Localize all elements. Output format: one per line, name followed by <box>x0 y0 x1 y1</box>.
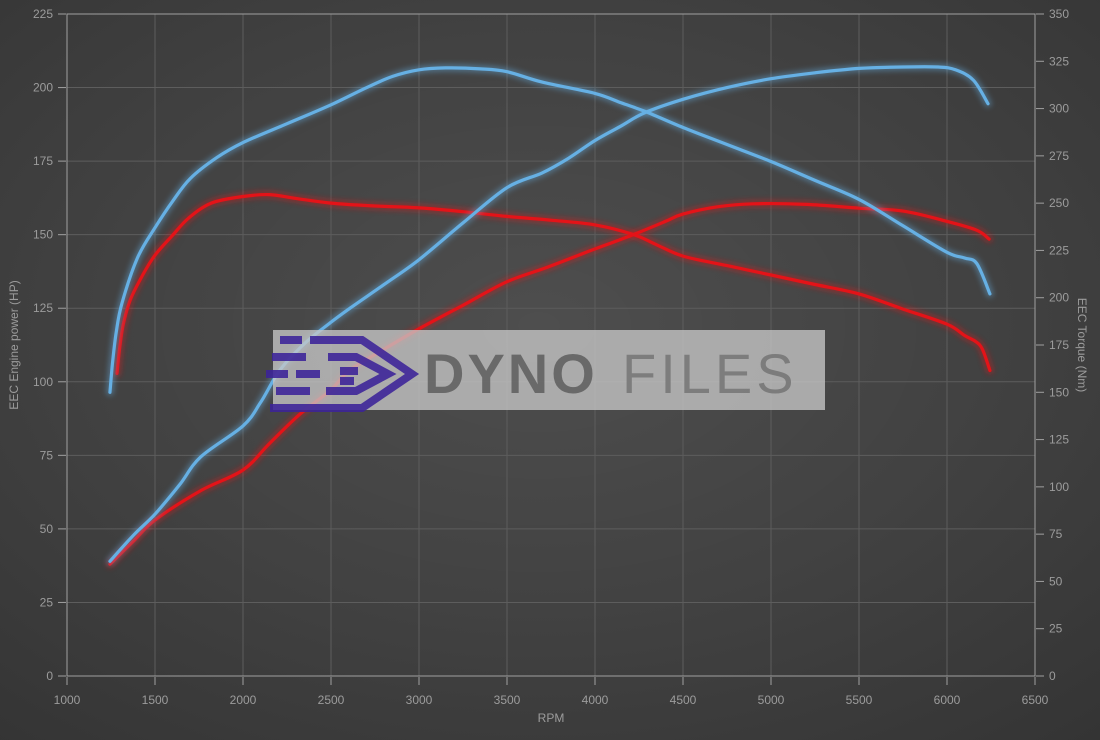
y-right-tick-label: 75 <box>1049 527 1063 541</box>
x-tick-label: 6000 <box>934 693 961 707</box>
y-left-tick-label: 200 <box>33 81 53 95</box>
y-left-tick-label: 25 <box>40 595 54 609</box>
y-right-tick-label: 350 <box>1049 7 1069 21</box>
y-left-tick-label: 175 <box>33 154 53 168</box>
y-left-tick-label: 225 <box>33 7 53 21</box>
x-tick-label: 3500 <box>494 693 521 707</box>
dynofiles-watermark: DYNO FILES <box>266 330 825 412</box>
x-tick-label: 2500 <box>318 693 345 707</box>
x-tick-label: 4000 <box>582 693 609 707</box>
y-left-tick-label: 125 <box>33 301 53 315</box>
red-power-hp-curve <box>108 202 991 566</box>
x-tick-label: 1500 <box>142 693 169 707</box>
y-left-tick-label: 75 <box>40 448 54 462</box>
y-axis-right-title: EEC Torque (Nm) <box>1075 298 1089 392</box>
x-tick-label: 5500 <box>846 693 873 707</box>
curve-lines <box>106 63 994 568</box>
blue-torque-nm-curve <box>108 66 992 394</box>
y-right-tick-label: 25 <box>1049 622 1063 636</box>
y-right-tick-label: 225 <box>1049 243 1069 257</box>
y-right-tick-label: 325 <box>1049 54 1069 68</box>
grid-lines <box>66 13 1036 677</box>
y-left-tick-label: 100 <box>33 375 53 389</box>
y-right-tick-label: 250 <box>1049 196 1069 210</box>
x-tick-label: 6500 <box>1022 693 1049 707</box>
y-right-tick-label: 0 <box>1049 669 1056 683</box>
y-right-tick-label: 50 <box>1049 574 1063 588</box>
red-torque-nm-curve <box>115 192 992 375</box>
y-right-tick-label: 275 <box>1049 149 1069 163</box>
x-tick-label: 5000 <box>758 693 785 707</box>
dynofiles-logo-icon <box>266 336 420 412</box>
y-right-tick-label: 100 <box>1049 480 1069 494</box>
x-tick-label: 3000 <box>406 693 433 707</box>
y-left-tick-label: 150 <box>33 228 53 242</box>
y-right-tick-label: 150 <box>1049 385 1069 399</box>
y-right-tick-label: 175 <box>1049 338 1069 352</box>
watermark-text-dyno: DYNO <box>424 342 598 405</box>
y-axis-left-title: EEC Engine power (HP) <box>7 280 21 409</box>
x-tick-label: 4500 <box>670 693 697 707</box>
plot-frame <box>66 13 1036 677</box>
x-tick-label: 2000 <box>230 693 257 707</box>
y-left-tick-label: 0 <box>46 669 53 683</box>
y-right-tick-label: 200 <box>1049 291 1069 305</box>
x-axis-title: RPM <box>538 711 565 725</box>
y-right-tick-label: 125 <box>1049 433 1069 447</box>
y-right-tick-label: 300 <box>1049 102 1069 116</box>
x-tick-label: 1000 <box>54 693 81 707</box>
blue-power-hp-curve <box>108 65 990 563</box>
axis-ticks-and-labels: 1000 1500 2000 2500 3000 3500 4000 4500 5000 5500… <box>33 7 1069 707</box>
y-left-tick-label: 50 <box>40 522 54 536</box>
watermark-text-files: FILES <box>622 342 798 405</box>
